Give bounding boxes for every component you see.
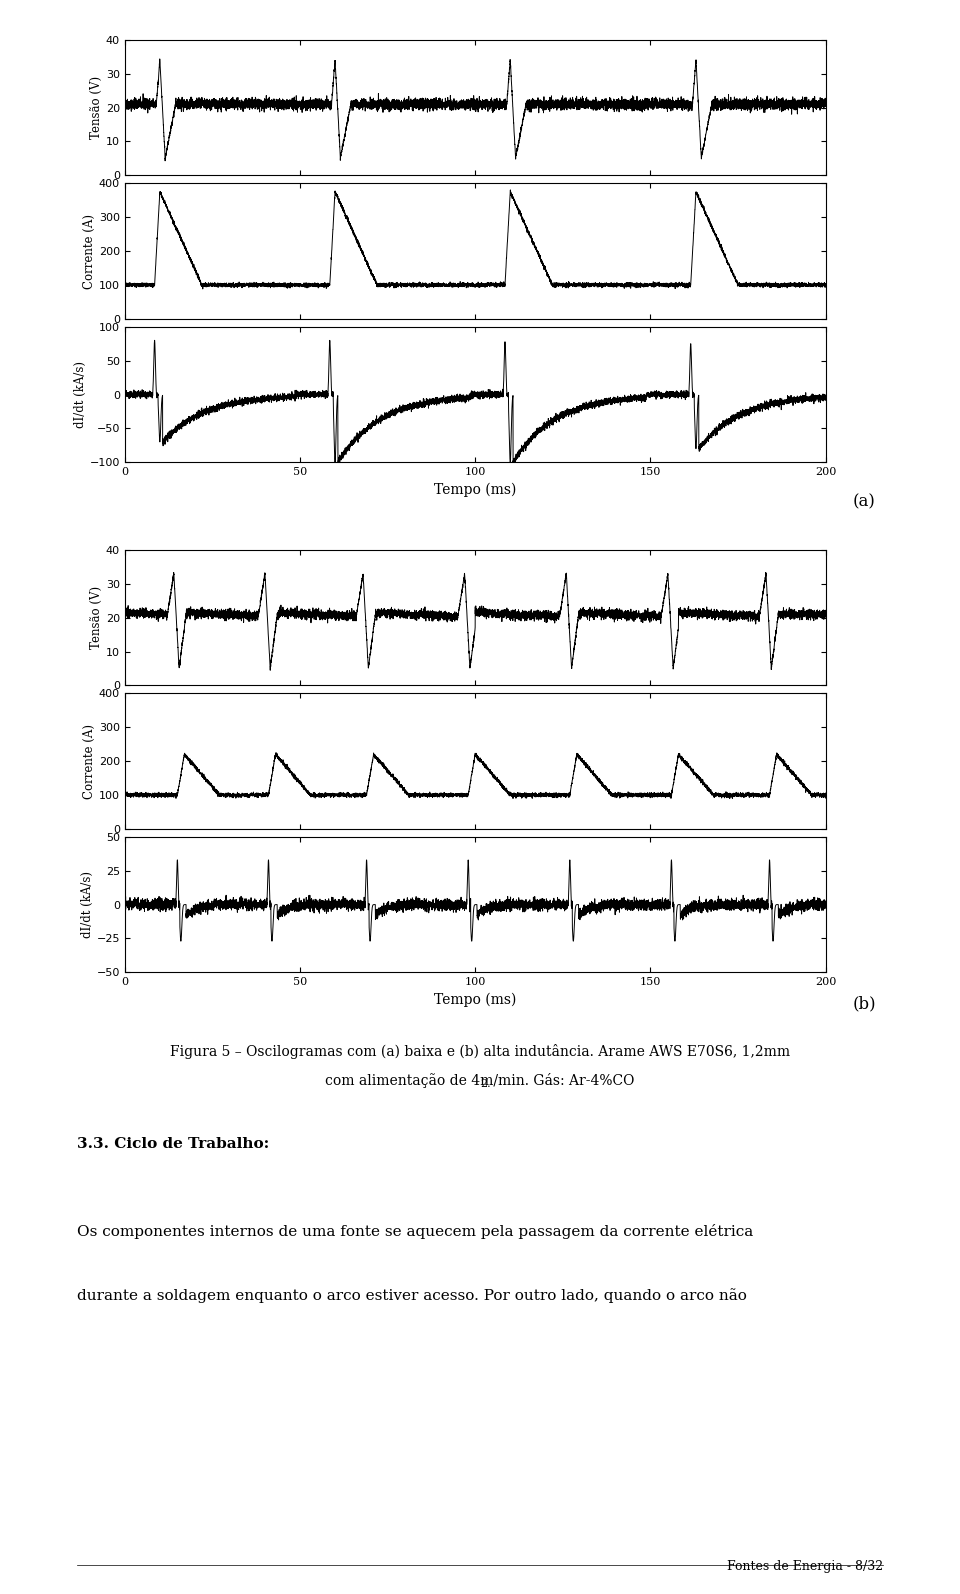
Y-axis label: dI/dt (kA/s): dI/dt (kA/s) bbox=[81, 870, 94, 939]
Y-axis label: dI/dt (kA/s): dI/dt (kA/s) bbox=[74, 360, 86, 429]
Y-axis label: Tensão (V): Tensão (V) bbox=[90, 587, 103, 649]
Text: (a): (a) bbox=[852, 494, 876, 510]
X-axis label: Tempo (ms): Tempo (ms) bbox=[434, 993, 516, 1007]
Text: 3.3. Ciclo de Trabalho:: 3.3. Ciclo de Trabalho: bbox=[77, 1137, 269, 1151]
Text: 2.: 2. bbox=[480, 1079, 491, 1089]
Y-axis label: Tensão (V): Tensão (V) bbox=[90, 77, 103, 139]
Text: Fontes de Energia - 8/32: Fontes de Energia - 8/32 bbox=[727, 1561, 883, 1573]
X-axis label: Tempo (ms): Tempo (ms) bbox=[434, 483, 516, 497]
Text: Os componentes internos de uma fonte se aquecem pela passagem da corrente elétri: Os componentes internos de uma fonte se … bbox=[77, 1224, 753, 1239]
Text: (b): (b) bbox=[852, 996, 876, 1012]
Y-axis label: Corrente (A): Corrente (A) bbox=[83, 724, 96, 799]
Text: com alimentação de 4m/min. Gás: Ar-4%CO: com alimentação de 4m/min. Gás: Ar-4%CO bbox=[325, 1073, 635, 1087]
Text: durante a soldagem enquanto o arco estiver acesso. Por outro lado, quando o arco: durante a soldagem enquanto o arco estiv… bbox=[77, 1288, 747, 1302]
Text: Figura 5 – Oscilogramas com (a) baixa e (b) alta indutância. Arame AWS E70S6, 1,: Figura 5 – Oscilogramas com (a) baixa e … bbox=[170, 1044, 790, 1058]
Y-axis label: Corrente (A): Corrente (A) bbox=[83, 214, 96, 289]
